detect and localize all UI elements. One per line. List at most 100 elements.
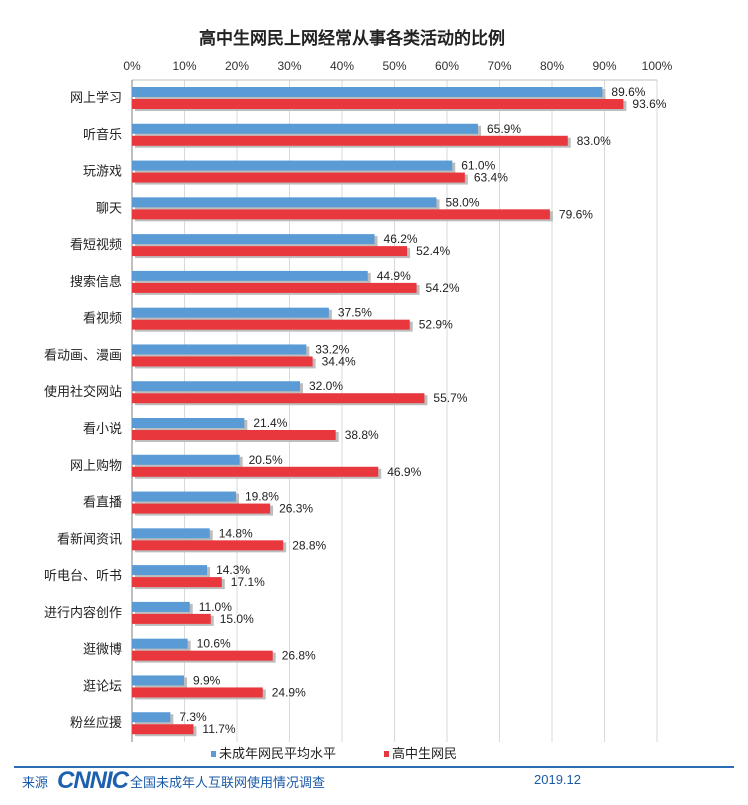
category-label: 听电台、听书: [44, 569, 122, 584]
data-label: 55.7%: [433, 391, 467, 405]
survey-name: 全国未成年人互联网使用情况调查: [130, 776, 326, 791]
cnnic-logo: CNNIC: [57, 767, 129, 794]
x-tick-label: 100%: [642, 59, 673, 73]
category-label: 看动画、漫画: [44, 347, 122, 363]
bar-highschool: [132, 172, 465, 183]
x-tick-label: 60%: [435, 59, 459, 73]
bar-average: [132, 712, 171, 723]
data-label: 46.9%: [387, 465, 421, 479]
data-label: 58.0%: [446, 195, 480, 209]
bar-average: [132, 307, 329, 318]
legend-swatch: [384, 751, 389, 757]
data-label: 32.0%: [309, 379, 343, 393]
category-label: 网上购物: [70, 458, 122, 474]
data-label: 14.3%: [216, 563, 250, 577]
category-label: 看短视频: [70, 237, 122, 253]
bar-average: [132, 675, 184, 686]
bar-highschool: [132, 99, 624, 109]
bar-average: [132, 601, 190, 612]
legend-label: 高中生网民: [392, 746, 457, 762]
x-tick-label: 50%: [382, 59, 406, 73]
bar-average: [132, 454, 240, 465]
bar-average: [132, 491, 236, 502]
bar-highschool: [132, 724, 194, 735]
data-label: 34.4%: [322, 354, 356, 368]
bar-average: [132, 87, 603, 97]
bar-highschool: [132, 319, 410, 330]
category-label: 使用社交网站: [44, 384, 122, 400]
data-label: 17.1%: [231, 575, 265, 589]
bar-highschool: [132, 246, 408, 257]
data-label: 89.6%: [611, 85, 645, 99]
data-label: 28.8%: [292, 538, 326, 552]
bar-average: [132, 638, 188, 649]
source-label: 来源: [22, 776, 49, 791]
category-label: 看直播: [83, 495, 122, 511]
bar-average: [132, 197, 437, 208]
data-label: 52.9%: [419, 318, 453, 332]
bar-highschool: [132, 650, 273, 661]
x-tick-label: 0%: [123, 59, 141, 73]
legend-swatch: [211, 751, 216, 757]
bar-highschool: [132, 356, 313, 367]
category-label: 粉丝应援: [70, 715, 122, 731]
bar-average: [132, 528, 210, 539]
x-tick-label: 20%: [225, 59, 249, 73]
legend-label: 未成年网民平均水平: [219, 747, 336, 762]
bar-average: [132, 123, 478, 134]
bar-highschool: [132, 430, 336, 440]
bar-average: [132, 381, 300, 392]
bar-highschool: [132, 577, 222, 588]
data-label: 33.2%: [315, 342, 349, 356]
bar-average: [132, 418, 245, 428]
data-label: 24.9%: [272, 685, 306, 699]
data-label: 7.3%: [179, 710, 207, 724]
data-label: 26.3%: [279, 502, 313, 516]
footer-divider: [14, 766, 734, 768]
bar-highschool: [132, 135, 568, 146]
x-tick-label: 70%: [487, 59, 511, 73]
category-label: 聊天: [96, 201, 122, 216]
bar-highschool: [132, 613, 211, 624]
data-label: 10.6%: [197, 637, 231, 651]
bar-highschool: [132, 503, 271, 514]
bar-average: [132, 344, 307, 355]
data-label: 65.9%: [487, 122, 521, 136]
bar-average: [132, 234, 375, 245]
report-date: 2019.12: [534, 772, 581, 787]
footer: 来源 CNNIC 全国未成年人互联网使用情况调查 2019.12: [0, 766, 748, 805]
data-label: 52.4%: [416, 244, 450, 258]
data-label: 37.5%: [338, 306, 372, 320]
data-label: 9.9%: [193, 673, 221, 687]
bar-average: [132, 270, 368, 281]
category-label: 网上学习: [70, 90, 122, 106]
bar-highschool: [132, 540, 284, 551]
data-label: 15.0%: [220, 612, 254, 626]
x-tick-label: 30%: [277, 59, 301, 73]
bar-chart: 高中生网民上网经常从事各类活动的比例 0% 10% 20% 30% 40% 50% 60% 70…: [44, 28, 673, 762]
category-label: 逛微博: [83, 643, 122, 658]
bar-highschool: [132, 282, 417, 293]
x-tick-label: 10%: [172, 59, 196, 73]
category-label: 看新闻资讯: [57, 531, 122, 547]
bar-highschool: [132, 393, 425, 404]
category-label: 看视频: [83, 311, 122, 327]
x-tick-label: 80%: [540, 59, 564, 73]
bar-highschool: [132, 466, 379, 477]
category-label: 进行内容创作: [44, 605, 122, 621]
x-tick-label: 40%: [330, 59, 354, 73]
data-label: 44.9%: [377, 269, 411, 283]
data-label: 20.5%: [249, 453, 283, 467]
data-label: 11.7%: [202, 722, 235, 736]
data-label: 63.4%: [474, 171, 508, 185]
bar-average: [132, 565, 208, 576]
category-label: 听音乐: [83, 127, 122, 143]
category-label: 看小说: [83, 421, 122, 437]
data-label: 93.6%: [632, 97, 666, 111]
data-label: 19.8%: [245, 490, 279, 504]
chart-title: 高中生网民上网经常从事各类活动的比例: [199, 28, 505, 49]
bar-highschool: [132, 687, 263, 698]
data-label: 21.4%: [253, 416, 287, 430]
data-label: 14.8%: [219, 526, 253, 540]
bar-average: [132, 160, 453, 171]
